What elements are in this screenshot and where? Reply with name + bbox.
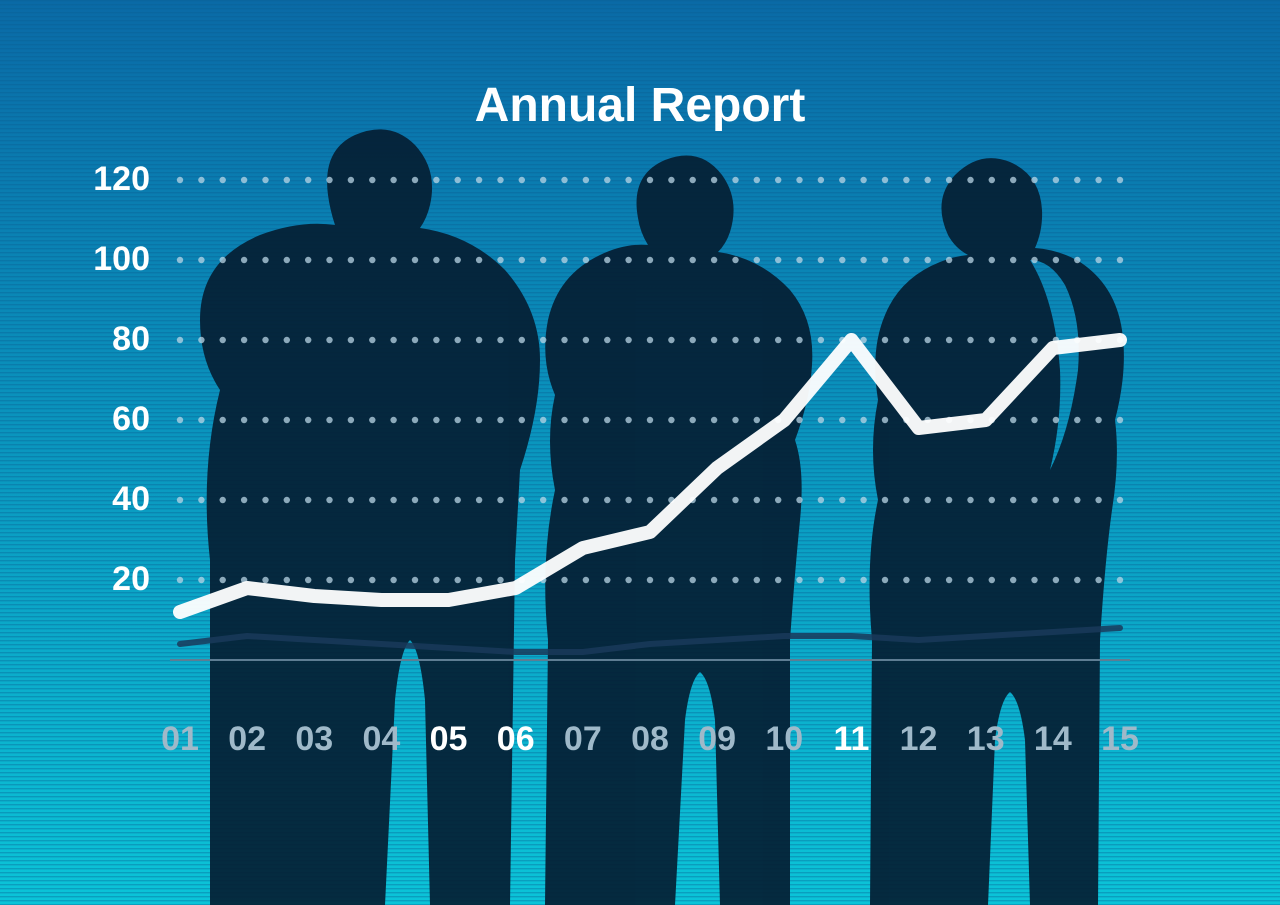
x-tick-label: 02: [217, 720, 277, 759]
x-tick-label: 09: [687, 720, 747, 759]
y-tick-label: 100: [0, 240, 150, 279]
series-secondary: [180, 628, 1120, 652]
x-tick-label: 05: [419, 720, 479, 759]
grid-dots: [177, 177, 1123, 583]
x-tick-label: 01: [150, 720, 210, 759]
x-tick-label: 03: [284, 720, 344, 759]
x-tick-label: 13: [956, 720, 1016, 759]
series-main: [180, 340, 1120, 612]
chart: [0, 0, 1280, 905]
x-tick-label: 15: [1090, 720, 1150, 759]
x-tick-label: 07: [553, 720, 613, 759]
y-tick-label: 20: [0, 560, 150, 599]
y-tick-label: 80: [0, 320, 150, 359]
stage: Annual Report 20406080100120 01020304050…: [0, 0, 1280, 905]
y-tick-label: 60: [0, 400, 150, 439]
x-tick-label: 04: [351, 720, 411, 759]
y-tick-label: 120: [0, 160, 150, 199]
x-tick-label: 12: [889, 720, 949, 759]
x-tick-label: 11: [821, 720, 881, 759]
x-tick-label: 08: [620, 720, 680, 759]
x-tick-label: 06: [486, 720, 546, 759]
y-tick-label: 40: [0, 480, 150, 519]
x-tick-label: 10: [754, 720, 814, 759]
chart-title: Annual Report: [0, 78, 1280, 133]
x-tick-label: 14: [1023, 720, 1083, 759]
